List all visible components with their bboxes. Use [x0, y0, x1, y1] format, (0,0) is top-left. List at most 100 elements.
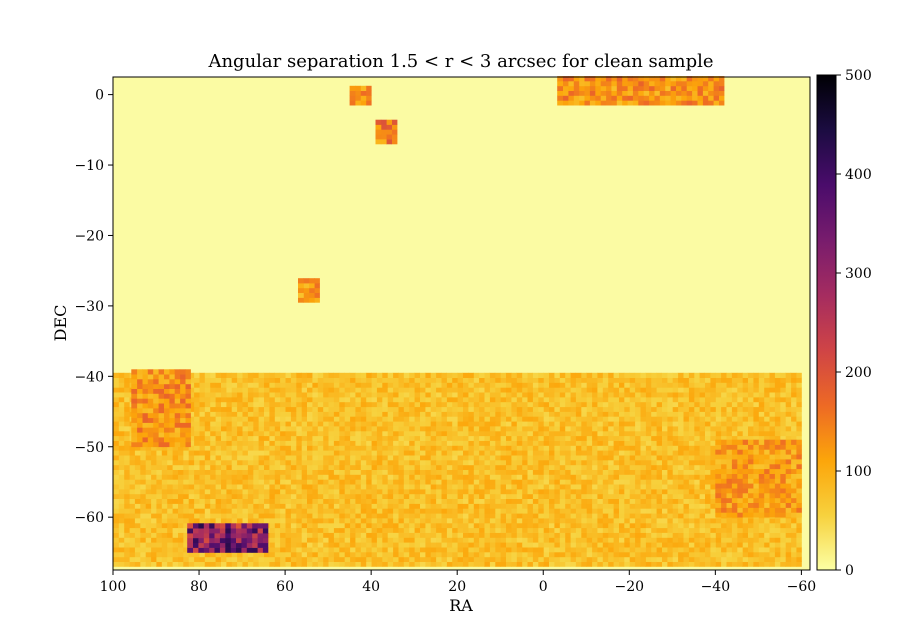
- heatmap-cell: [537, 392, 544, 398]
- heatmap-cell: [279, 460, 286, 466]
- heatmap-cell: [613, 527, 619, 533]
- heatmap-cell: [344, 416, 351, 422]
- heatmap-cell: [446, 518, 453, 524]
- heatmap-cell: [193, 489, 200, 495]
- heatmap-cell: [516, 445, 523, 451]
- heatmap-cell: [182, 547, 189, 553]
- heatmap-cell: [312, 377, 318, 383]
- heatmap-cell: [666, 464, 673, 470]
- heatmap-cell: [532, 542, 539, 548]
- heatmap-cell: [580, 537, 587, 543]
- heatmap-cell: [435, 498, 442, 504]
- heatmap-cell: [645, 387, 652, 393]
- heatmap-cell: [344, 503, 351, 509]
- heatmap-cell: [365, 90, 372, 96]
- heatmap-cell: [301, 479, 307, 485]
- heatmap-cell: [328, 455, 334, 461]
- heatmap-cell: [720, 421, 727, 427]
- heatmap-cell: [172, 464, 178, 470]
- heatmap-cell: [172, 522, 178, 529]
- heatmap-cell: [387, 440, 394, 446]
- heatmap-cell: [758, 518, 765, 524]
- heatmap-cell: [693, 513, 700, 519]
- heatmap-cell: [387, 561, 394, 567]
- heatmap-cell: [376, 440, 383, 446]
- heatmap-cell: [613, 397, 619, 403]
- heatmap-cell: [564, 430, 571, 437]
- heatmap-cell: [564, 397, 571, 403]
- heatmap-cell: [360, 100, 367, 106]
- heatmap-cell: [629, 508, 636, 514]
- heatmap-cell: [457, 484, 463, 490]
- heatmap-cell: [564, 532, 571, 538]
- heatmap-cell: [161, 445, 168, 451]
- heatmap-cell: [648, 90, 655, 96]
- heatmap-cell: [215, 552, 221, 558]
- heatmap-cell: [494, 382, 501, 388]
- heatmap-cell: [441, 411, 447, 417]
- heatmap-cell: [231, 377, 238, 383]
- heatmap-cell: [298, 278, 304, 284]
- heatmap-cell: [355, 90, 361, 96]
- heatmap-cell: [637, 100, 644, 106]
- heatmap-cell: [236, 464, 243, 470]
- heatmap-cell: [376, 513, 383, 519]
- heatmap-cell: [699, 527, 705, 533]
- heatmap-cell: [640, 450, 646, 456]
- heatmap-cell: [215, 445, 221, 451]
- heatmap-cell: [758, 537, 765, 543]
- heatmap-cell: [381, 493, 388, 499]
- heatmap-cell: [188, 387, 195, 393]
- heatmap-cell: [726, 518, 732, 524]
- heatmap-cell: [285, 484, 291, 490]
- heatmap-cell: [306, 416, 313, 422]
- heatmap-cell: [290, 498, 297, 504]
- heatmap-cell: [193, 406, 200, 412]
- heatmap-cell: [521, 513, 528, 519]
- heatmap-cell: [317, 377, 324, 383]
- heatmap-cell: [424, 440, 431, 446]
- heatmap-cell: [338, 435, 345, 441]
- heatmap-cell: [424, 547, 431, 553]
- heatmap-cell: [591, 493, 598, 499]
- heatmap-cell: [269, 484, 275, 490]
- heatmap-cell: [387, 503, 394, 509]
- heatmap-cell: [446, 435, 453, 441]
- heatmap-cell: [387, 392, 394, 398]
- heatmap-cell: [247, 518, 254, 524]
- heatmap-cell: [290, 455, 297, 461]
- heatmap-cell: [699, 484, 705, 490]
- heatmap-cell: [683, 493, 689, 499]
- heatmap-cell: [328, 372, 334, 378]
- heatmap-cell: [704, 401, 711, 408]
- heatmap-cell: [451, 513, 458, 519]
- heatmap-cell: [209, 430, 216, 437]
- heatmap-cell: [548, 421, 555, 427]
- heatmap-cell: [193, 392, 200, 398]
- heatmap-cell: [489, 469, 496, 475]
- heatmap-cell: [322, 532, 329, 538]
- heatmap-cell: [602, 552, 609, 558]
- heatmap-cell: [521, 484, 528, 490]
- heatmap-cell: [446, 489, 453, 495]
- heatmap-cell: [403, 440, 410, 446]
- heatmap-cell: [570, 460, 576, 466]
- heatmap-cell: [414, 382, 420, 388]
- heatmap-cell: [355, 542, 361, 548]
- heatmap-cell: [441, 445, 447, 451]
- heatmap-cell: [580, 401, 587, 408]
- heatmap-cell: [204, 464, 211, 470]
- heatmap-cell: [468, 397, 474, 403]
- heatmap-cell: [441, 537, 447, 543]
- heatmap-cell: [290, 416, 297, 422]
- heatmap-cell: [607, 469, 614, 475]
- heatmap-cell: [225, 556, 232, 562]
- heatmap-cell: [500, 440, 506, 446]
- heatmap-cell: [371, 503, 377, 509]
- heatmap-cell: [333, 440, 340, 446]
- heatmap-cell: [462, 474, 469, 480]
- heatmap-cell: [564, 513, 571, 519]
- heatmap-cell: [408, 508, 415, 514]
- heatmap-cell: [349, 445, 356, 451]
- heatmap-cell: [462, 469, 469, 475]
